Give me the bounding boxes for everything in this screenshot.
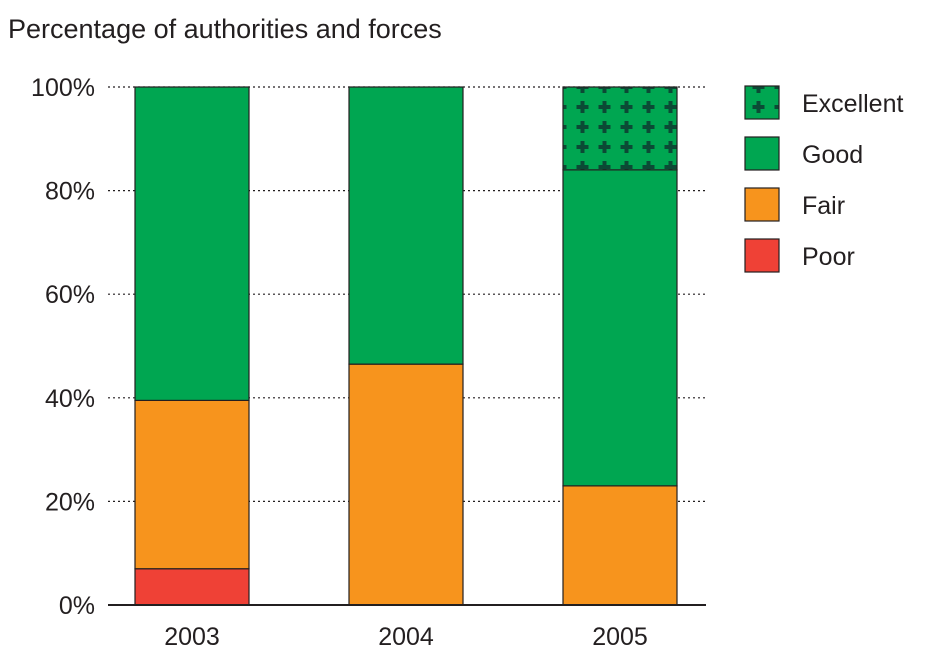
legend-label-fair: Fair [802, 192, 845, 220]
legend-swatch-fair [744, 187, 780, 222]
legend-swatch-good [744, 136, 780, 171]
bar-segment-good-2005 [562, 169, 678, 487]
bar-segment-fair-2005 [562, 485, 678, 606]
bar-segment-fair-2004 [348, 363, 464, 606]
x-tick-label: 2005 [592, 623, 648, 651]
bar-segment-fair-2003 [134, 399, 250, 570]
x-tick-label: 2003 [164, 623, 220, 651]
bar-segment-poor-2003 [134, 568, 250, 606]
legend-label-good: Good [802, 141, 863, 169]
bar-segment-good-2004 [348, 86, 464, 365]
legend-swatch-excellent [744, 85, 780, 120]
x-tick-label: 2004 [378, 623, 434, 651]
y-tick-label: 60% [45, 281, 95, 309]
legend-label-poor: Poor [802, 243, 855, 271]
y-tick-label: 100% [31, 74, 95, 102]
chart-title: Percentage of authorities and forces [8, 14, 442, 44]
y-tick-label: 80% [45, 178, 95, 206]
y-tick-label: 0% [59, 592, 95, 620]
bar-segment-excellent-2005 [562, 86, 678, 171]
y-tick-label: 20% [45, 488, 95, 516]
bar-segment-good-2003 [134, 86, 250, 401]
legend-swatch-poor [744, 238, 780, 273]
y-tick-label: 40% [45, 385, 95, 413]
legend-label-excellent: Excellent [802, 90, 903, 118]
